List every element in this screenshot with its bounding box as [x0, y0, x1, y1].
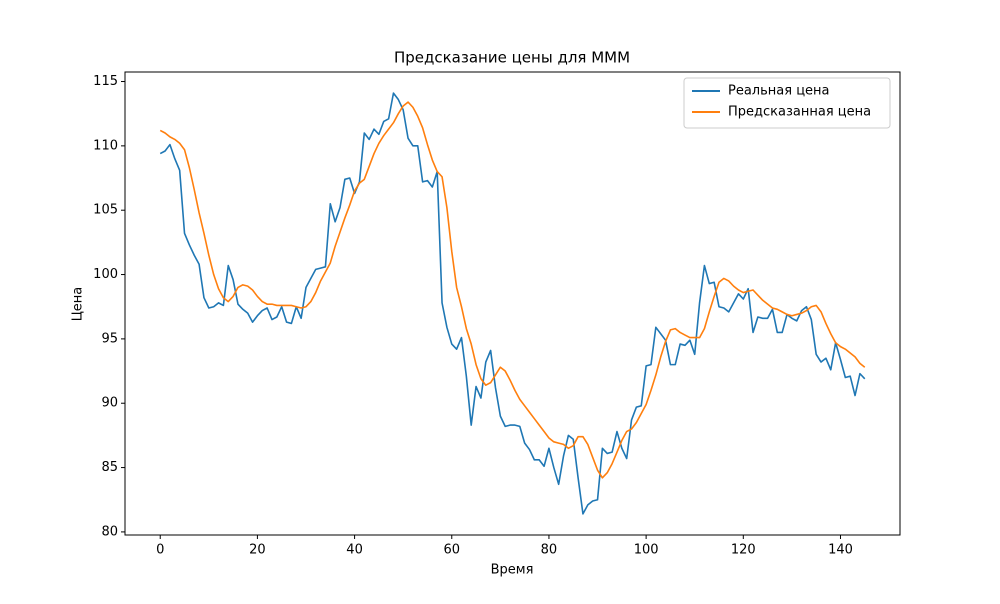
data-line	[159, 92, 866, 515]
legend-label: Предсказанная цена	[728, 105, 871, 120]
y-tick-label: 115	[93, 74, 118, 89]
x-tick-label: 0	[156, 543, 164, 558]
x-tick-label: 20	[249, 543, 266, 558]
y-tick-label: 80	[101, 524, 118, 539]
x-tick-label: 120	[731, 543, 756, 558]
x-tick-label: 40	[346, 543, 363, 558]
y-tick-label: 100	[93, 267, 118, 282]
y-tick-label: 110	[93, 138, 118, 153]
y-tick-label: 105	[93, 203, 118, 218]
y-tick-label: 85	[101, 460, 118, 475]
y-axis-label: Цена	[71, 287, 86, 322]
x-tick-label: 60	[443, 543, 460, 558]
legend-label: Реальная цена	[728, 84, 830, 99]
x-axis-label: Время	[491, 563, 534, 578]
chart-title: Предсказание цены для MMM	[394, 49, 630, 67]
data-line	[159, 101, 866, 479]
x-tick-label: 140	[828, 543, 853, 558]
x-tick-label: 80	[541, 543, 558, 558]
y-tick-label: 90	[101, 396, 118, 411]
x-tick-label: 100	[634, 543, 659, 558]
legend-box	[683, 77, 891, 129]
y-tick-label: 95	[101, 331, 118, 346]
axes-frame	[124, 71, 901, 536]
